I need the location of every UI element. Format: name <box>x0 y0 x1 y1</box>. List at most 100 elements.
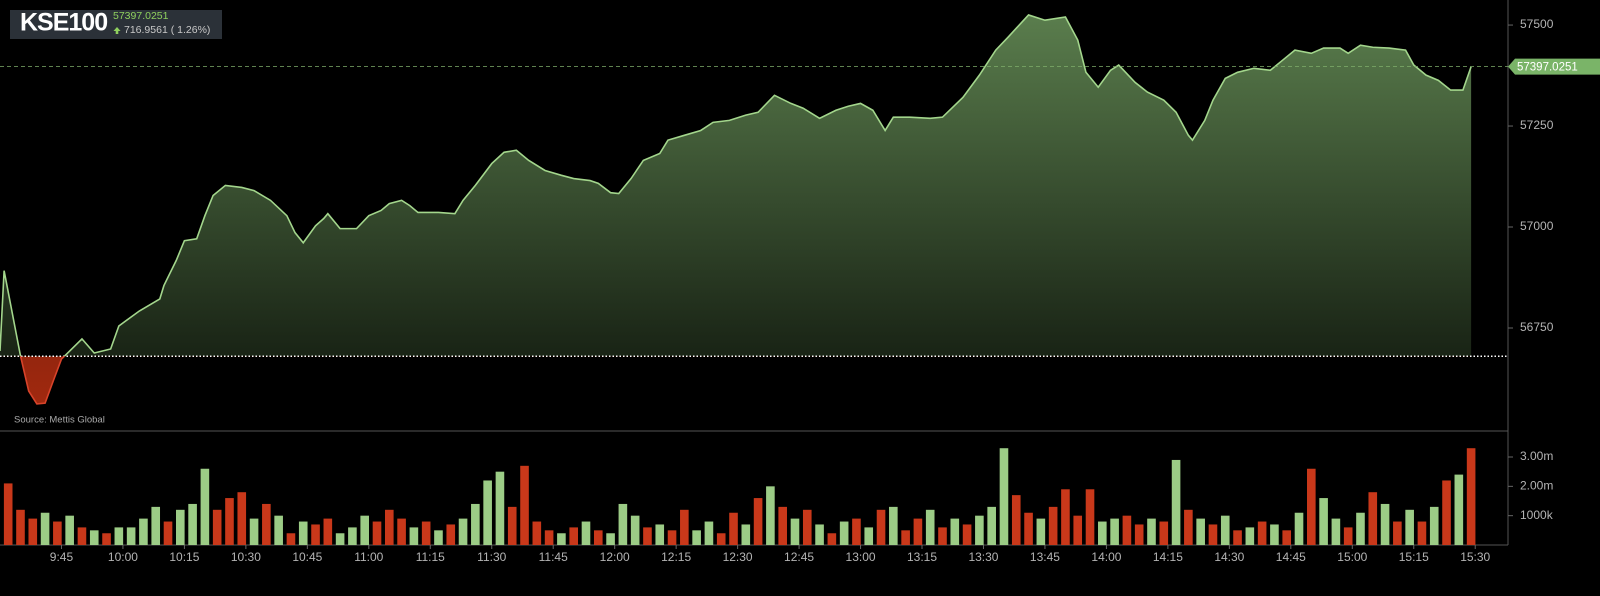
volume-bar <box>384 509 394 545</box>
volume-bar <box>102 533 111 545</box>
volume-bar <box>421 521 431 545</box>
x-tick-label: 14:45 <box>1276 550 1306 564</box>
volume-bar <box>249 518 259 545</box>
volume-bar <box>778 506 787 545</box>
volume-bar <box>311 524 320 545</box>
volume-bar <box>163 521 173 545</box>
volume-bar <box>741 524 751 545</box>
volume-bar <box>471 503 480 545</box>
x-tick-label: 9:45 <box>50 550 74 564</box>
volume-bar <box>680 509 689 545</box>
volume-bar <box>913 518 923 545</box>
volume-bar <box>65 515 74 545</box>
volume-bar <box>360 515 370 545</box>
change-value: 716.9561 <box>124 24 168 36</box>
volume-bar <box>753 498 763 545</box>
x-tick-label: 11:45 <box>539 550 568 564</box>
volume-bar <box>544 530 554 545</box>
volume-bar <box>1147 518 1156 545</box>
volume-bar <box>1343 527 1353 545</box>
price-line <box>0 14 1472 357</box>
x-tick-label: 10:45 <box>292 550 322 564</box>
volume-bar <box>1233 530 1242 545</box>
x-tick-label: 12:15 <box>661 550 691 564</box>
volume-bar <box>151 506 161 545</box>
source: Source: Mettis Global <box>14 415 105 426</box>
volume-bar <box>520 465 529 545</box>
y-tick-label: 2.00m <box>1520 479 1553 493</box>
volume-bar <box>1417 521 1427 545</box>
x-tick-label: 15:15 <box>1399 550 1429 564</box>
area-up <box>0 14 1472 357</box>
y-tick-label: 56750 <box>1520 320 1554 334</box>
volume-bar <box>335 533 345 545</box>
x-tick-label: 12:45 <box>784 550 814 564</box>
volume-bar <box>1331 518 1341 545</box>
volume-bar <box>262 503 271 545</box>
volume-bar <box>827 533 837 545</box>
volume-bar <box>507 506 517 545</box>
volume-bar <box>1368 492 1378 545</box>
y-tick-label: 57250 <box>1520 118 1554 132</box>
volume-bar <box>274 515 283 545</box>
header-box <box>10 10 222 39</box>
volume-bar <box>77 527 87 545</box>
volume-bar <box>1307 468 1316 545</box>
volume-bar <box>372 521 382 545</box>
volume-bar <box>1098 521 1107 545</box>
volume-bar <box>630 515 640 545</box>
last-price-tag-label: 57397.0251 <box>1517 62 1578 74</box>
volume-bar <box>815 524 824 545</box>
x-tick-label: 10:30 <box>231 550 261 564</box>
volume-bar <box>348 527 357 545</box>
x-tick-label: 15:00 <box>1337 550 1367 564</box>
volume-bar <box>188 503 197 545</box>
volume-bar <box>1405 509 1414 545</box>
volume-bar <box>89 530 99 545</box>
volume-bar <box>1061 489 1070 545</box>
change: 716.9561 ( 1.26%) <box>124 24 210 36</box>
volume-bar <box>1085 489 1095 545</box>
volume-bar <box>323 518 333 545</box>
volume-bar <box>839 521 849 545</box>
volume-bar <box>139 518 148 545</box>
last-price-tag <box>1508 58 1600 75</box>
volume-bar <box>1282 530 1292 545</box>
symbol: KSE100 <box>20 9 107 37</box>
volume-bar <box>1294 512 1304 545</box>
volume-bar <box>975 515 984 545</box>
volume-bar <box>1184 509 1193 545</box>
volume-bar <box>802 509 812 545</box>
volume-bar <box>1257 521 1267 545</box>
volume-bar <box>1429 506 1439 545</box>
x-tick-label: 10:15 <box>169 550 199 564</box>
volume-bar <box>606 533 615 545</box>
volume-bar <box>409 527 419 545</box>
volume-bar <box>852 518 861 545</box>
volume-bar <box>938 527 947 545</box>
volume-bar <box>1442 480 1451 545</box>
volume-bar <box>1393 521 1402 545</box>
volume-bar <box>1356 512 1365 545</box>
volume-bar <box>790 518 800 545</box>
y-tick-label: 3.00m <box>1520 449 1553 463</box>
volume-bar <box>458 518 468 545</box>
volume-bar <box>766 486 775 545</box>
volume-bar <box>532 521 542 545</box>
volume-bar <box>1245 527 1255 545</box>
volume-bar <box>200 468 210 545</box>
x-tick-label: 11:00 <box>354 550 383 564</box>
x-tick-label: 14:00 <box>1091 550 1121 564</box>
x-tick-label: 13:00 <box>846 550 876 564</box>
volume-bar <box>716 533 726 545</box>
volume-bar <box>397 518 406 545</box>
volume-bar <box>28 518 38 545</box>
up-arrow <box>113 27 121 34</box>
volume-bar <box>901 530 910 545</box>
volume-bar <box>16 509 25 545</box>
volume-bar <box>1270 524 1279 545</box>
volume-bar <box>889 506 898 545</box>
volume-bar <box>495 471 505 545</box>
volume-bar <box>126 527 136 545</box>
